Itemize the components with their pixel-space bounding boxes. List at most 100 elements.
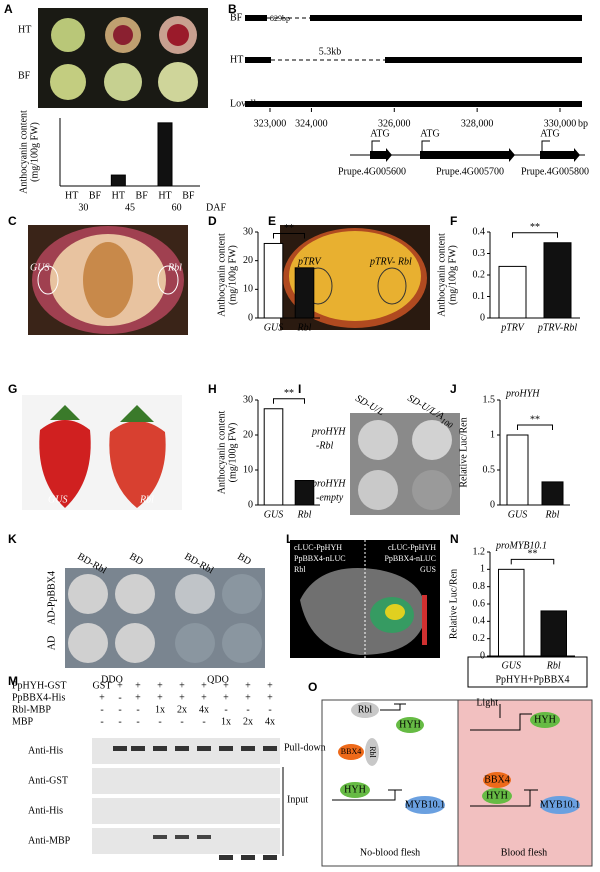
cell: 4x [199,704,209,715]
significance-bracket [273,398,305,404]
annotation: 829bp [270,14,290,23]
group-label: 45 [125,202,135,213]
gene-label: Prupe.4G005800 [521,166,589,177]
cell: + [201,680,207,691]
panel-label: M [8,674,18,688]
label: GUS [48,494,67,505]
x-tick-label: GUS [502,660,521,671]
cell: 1x [221,716,231,727]
node-label: Rbl [358,704,373,715]
label: PpBBX4-nLUC [294,554,346,563]
cell: + [179,680,185,691]
gene [540,148,580,162]
significance-bracket [510,558,555,565]
cell: - [100,716,103,727]
label: PpBBX4-nLUC [384,554,436,563]
cell: - [202,716,205,727]
blot [92,768,280,794]
track [245,57,271,63]
label: Rbl [167,262,182,273]
band [219,746,233,751]
panel-label: B [228,2,237,16]
row-label: MBP [12,716,34,727]
blot [92,828,280,854]
band [175,835,189,839]
panel-label: C [8,214,17,228]
colony [115,574,155,614]
x-label-box [467,656,588,688]
significance: ** [284,388,294,399]
cell: + [135,680,141,691]
circle-mark [157,265,179,295]
y-tick-label: 0.5 [483,464,496,475]
panel-label: G [8,382,17,396]
x-tick-label: pTRV [500,322,525,333]
panel-label: L [286,532,293,546]
y-tick-label: 0 [248,312,253,323]
caption: No-blood flesh [360,847,420,858]
cell: + [117,680,123,691]
group-label: Input [287,794,308,805]
calyx [50,405,154,422]
node-label: BBX4 [484,774,510,785]
y-tick-label: 0.6 [473,598,486,609]
caption: Blood flesh [501,847,547,858]
node [351,702,379,718]
y-tick-label: 0 [480,312,485,323]
row-label: BF [18,70,31,81]
y-tick-label: 0 [248,499,253,510]
y-axis-label: (mg/100g FW) [447,245,458,305]
panel-label: E [268,214,276,228]
group-label: 60 [172,202,182,213]
y-tick-label: 1 [490,429,495,440]
x-tick-label: Rbl [546,660,561,671]
y-axis-label: Anthocyanin content [436,233,447,317]
panel-label: O [308,680,317,694]
row-label: PpBBX4-His [12,692,65,703]
fruit [50,64,86,100]
row-label: -Rbl [316,440,333,451]
cell: + [135,692,141,703]
circle-mark [377,267,407,305]
bar [498,265,527,319]
significance: ** [528,549,538,560]
node-label: Rbl [368,746,377,758]
significance-bracket [273,232,305,239]
row-label: AD-PpBBX4 [46,571,57,625]
x-tick-label: GUS [264,322,283,333]
panel-label: D [208,214,217,228]
y-tick-label: 0 [490,499,495,510]
colony [412,420,452,460]
label: cLUC-PpHYH [294,543,342,552]
y-tick-label: 30 [243,394,253,405]
node [483,772,511,788]
arrow [470,789,538,807]
cell: - [100,704,103,715]
colony [175,623,215,663]
band [263,855,277,860]
leaf [300,568,426,655]
significance: ** [530,414,540,425]
blot-label: Anti-His [28,805,63,816]
y-tick-label: 0.2 [473,269,486,280]
column-label: BD [235,551,253,567]
row-label: PpHYH-GST [12,680,66,691]
node-label: MYB10.1 [405,799,445,810]
colony [358,470,398,510]
blot-label: Anti-GST [28,775,68,786]
bar [498,568,525,657]
colony [222,574,262,614]
start-mark [421,140,430,151]
y-axis-label: (mg/100g FW) [227,423,238,483]
y-axis-label: Anthocyanin content [18,110,29,194]
x-tick-label: pTRV-Rbl [537,322,577,333]
bar [294,480,315,506]
x-tick-label: Rbl [545,509,560,520]
y-tick-label: 0.2 [473,633,486,644]
row-label: proHYH [311,478,346,489]
x-tick-label: 324,000 [295,118,328,129]
y-tick-label: 0.1 [473,291,486,302]
panel-label: I [298,382,301,396]
medium-label: DDO [101,674,123,685]
label: Rbl [139,494,154,505]
